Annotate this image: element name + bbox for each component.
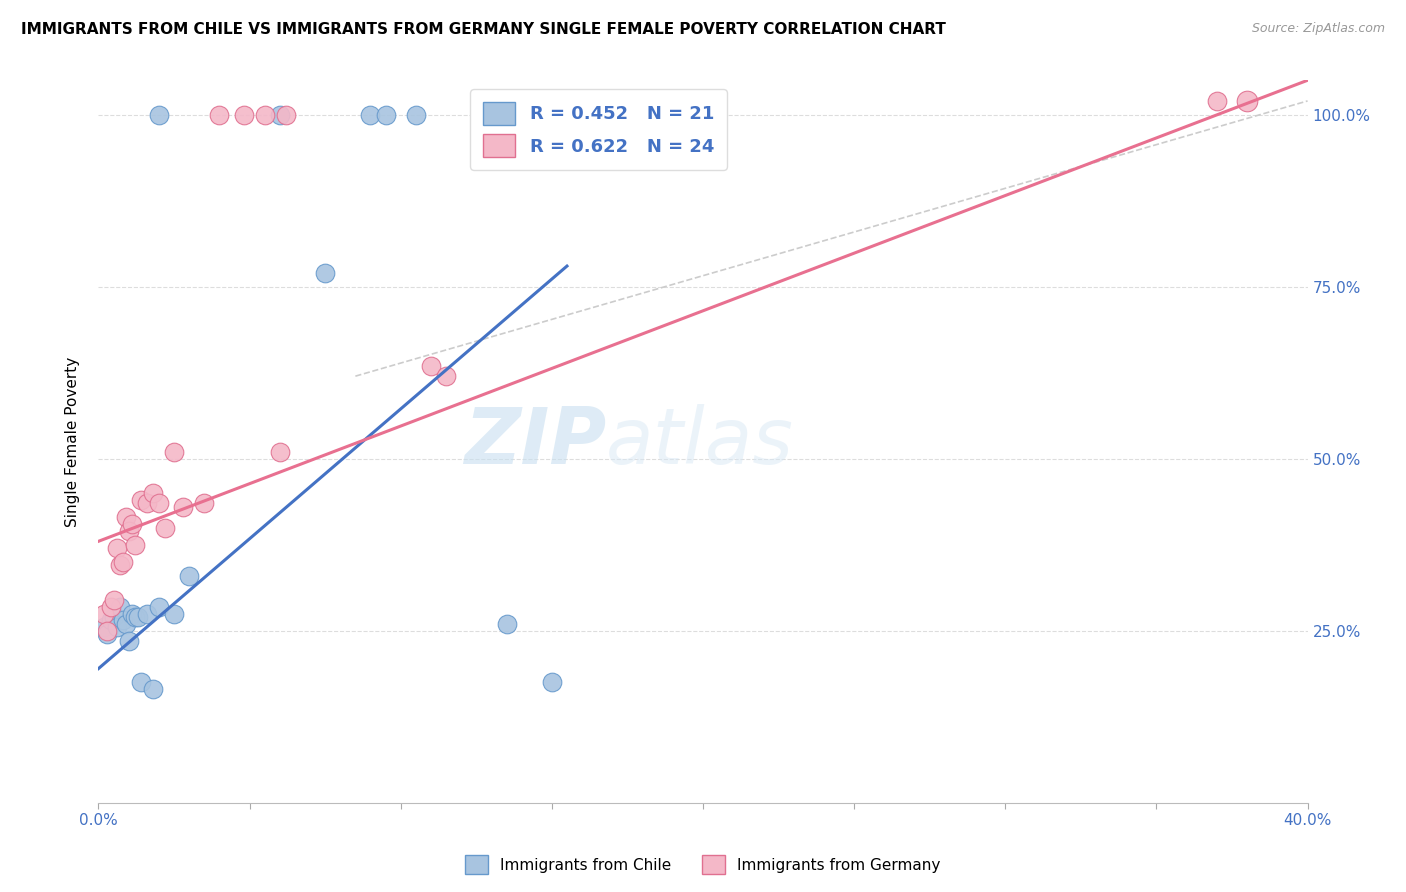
Point [93,607,115,621]
Point [495,616,517,631]
Point [129,675,152,690]
Text: IMMIGRANTS FROM CHILE VS IMMIGRANTS FROM GERMANY SINGLE FEMALE POVERTY CORRELATI: IMMIGRANTS FROM CHILE VS IMMIGRANTS FROM… [21,22,946,37]
Point [127,610,149,624]
Point [269,445,291,459]
Point [93,620,115,634]
Text: Source: ZipAtlas.com: Source: ZipAtlas.com [1251,22,1385,36]
Point [434,369,457,384]
Point [179,568,201,582]
Point [108,599,131,614]
Point [103,592,125,607]
Y-axis label: Single Female Poverty: Single Female Poverty [65,357,80,526]
Point [105,541,128,556]
Point [121,517,143,532]
Point [540,675,562,690]
Point [232,108,254,122]
Point [360,108,382,122]
Point [510,108,533,122]
Point [1206,94,1229,108]
Legend: R = 0.452   N = 21, R = 0.622   N = 24: R = 0.452 N = 21, R = 0.622 N = 24 [470,89,727,170]
Point [114,616,136,631]
Legend: Immigrants from Chile, Immigrants from Germany: Immigrants from Chile, Immigrants from G… [460,849,946,880]
Point [208,108,231,122]
Point [253,108,276,122]
Point [142,682,165,697]
Point [96,627,118,641]
Point [148,496,170,510]
Point [405,108,427,122]
Point [111,614,134,628]
Point [172,500,194,514]
Point [111,555,134,569]
Point [118,634,141,648]
Point [129,493,152,508]
Point [274,108,297,122]
Point [193,496,215,510]
Point [105,620,128,634]
Point [121,607,143,621]
Point [269,108,291,122]
Point [148,108,170,122]
Point [103,610,125,624]
Point [314,266,336,280]
Point [135,496,157,510]
Point [148,599,170,614]
Point [100,614,122,628]
Point [153,520,176,534]
Point [163,607,186,621]
Point [124,538,146,552]
Point [420,359,443,373]
Point [100,599,122,614]
Point [142,486,165,500]
Point [118,524,141,538]
Point [374,108,396,122]
Point [163,445,186,459]
Point [1236,94,1258,108]
Point [124,610,146,624]
Point [96,624,118,638]
Text: ZIP: ZIP [464,403,606,480]
Point [135,607,157,621]
Point [114,510,136,524]
Text: atlas: atlas [606,403,794,480]
Point [108,558,131,573]
